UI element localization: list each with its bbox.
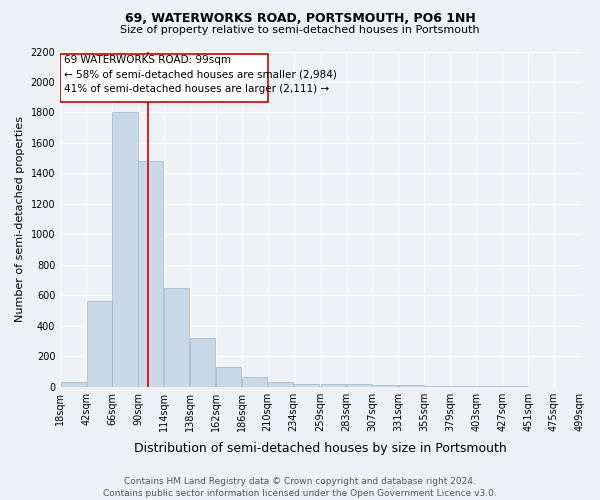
- Bar: [139, 161, 163, 386]
- Bar: [164, 288, 190, 386]
- Bar: [321, 384, 346, 386]
- Bar: [190, 338, 215, 386]
- X-axis label: Distribution of semi-detached houses by size in Portsmouth: Distribution of semi-detached houses by …: [134, 442, 506, 455]
- Bar: [86, 302, 112, 386]
- Text: 41% of semi-detached houses are larger (2,111) →: 41% of semi-detached houses are larger (…: [64, 84, 329, 94]
- Y-axis label: Number of semi-detached properties: Number of semi-detached properties: [15, 116, 25, 322]
- Bar: [112, 112, 137, 386]
- Text: 69 WATERWORKS ROAD: 99sqm: 69 WATERWORKS ROAD: 99sqm: [64, 56, 232, 66]
- Bar: [373, 385, 398, 386]
- Text: Contains HM Land Registry data © Crown copyright and database right 2024.
Contai: Contains HM Land Registry data © Crown c…: [103, 476, 497, 498]
- Bar: [268, 382, 293, 386]
- Bar: [347, 384, 372, 386]
- Text: 69, WATERWORKS ROAD, PORTSMOUTH, PO6 1NH: 69, WATERWORKS ROAD, PORTSMOUTH, PO6 1NH: [125, 12, 475, 26]
- Text: ← 58% of semi-detached houses are smaller (2,984): ← 58% of semi-detached houses are smalle…: [64, 70, 337, 80]
- Bar: [242, 377, 267, 386]
- FancyBboxPatch shape: [60, 54, 268, 102]
- Text: Size of property relative to semi-detached houses in Portsmouth: Size of property relative to semi-detach…: [120, 25, 480, 35]
- Bar: [216, 367, 241, 386]
- Bar: [61, 382, 86, 386]
- Bar: [294, 384, 319, 386]
